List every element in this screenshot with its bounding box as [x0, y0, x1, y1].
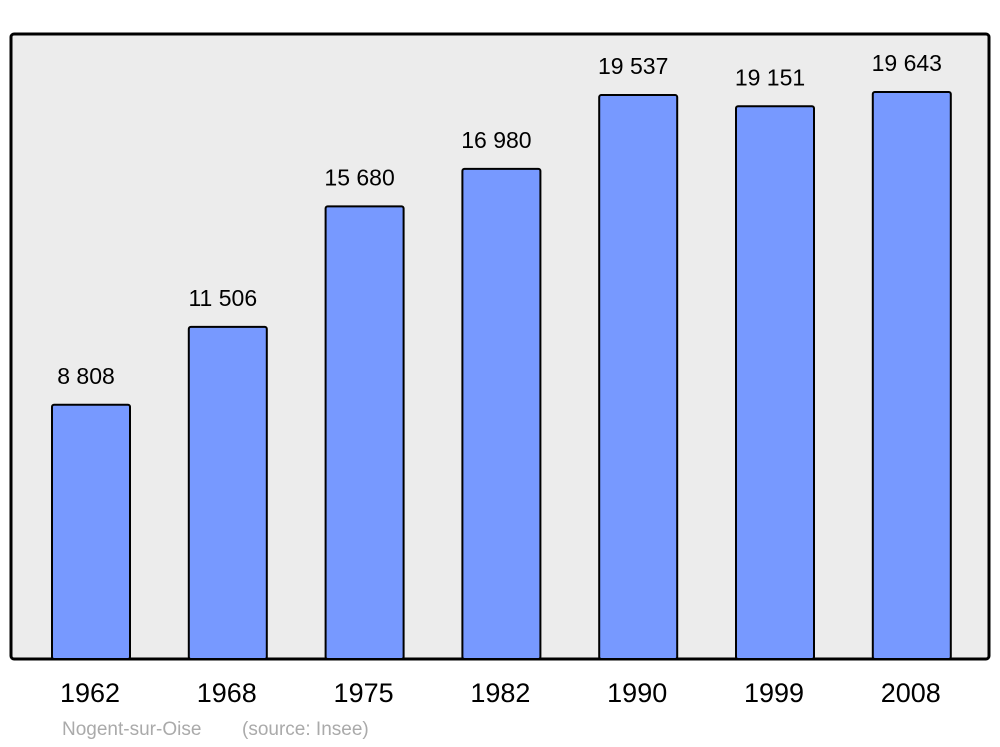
bars: 8 808 1962 11 506 1968 15 680 1975 16 980 1982 1…	[51, 50, 952, 708]
value-label: 15 680	[324, 164, 394, 190]
x-tick-label: 1975	[334, 678, 394, 708]
value-label: 19 151	[735, 64, 805, 90]
value-label: 8 808	[57, 363, 115, 389]
bar	[324, 205, 405, 660]
x-tick-label: 1968	[197, 678, 257, 708]
x-tick-label: 1999	[744, 678, 804, 708]
bar	[871, 91, 952, 660]
bar	[187, 325, 268, 660]
bar	[735, 105, 815, 660]
source: (source: Insee)	[242, 719, 369, 740]
bar	[51, 403, 131, 660]
x-tick-label: 1990	[607, 678, 667, 708]
bar	[461, 167, 542, 661]
x-tick-label: 1962	[60, 678, 120, 708]
footnote: Nogent-sur-Oise	[62, 719, 201, 740]
value-label: 19 643	[872, 50, 942, 76]
x-tick-label: 1982	[470, 678, 530, 708]
bar	[598, 94, 679, 661]
value-label: 16 980	[461, 127, 531, 153]
x-tick-label: 2008	[881, 678, 941, 708]
value-label: 19 537	[598, 53, 668, 79]
value-label: 11 506	[188, 285, 257, 311]
